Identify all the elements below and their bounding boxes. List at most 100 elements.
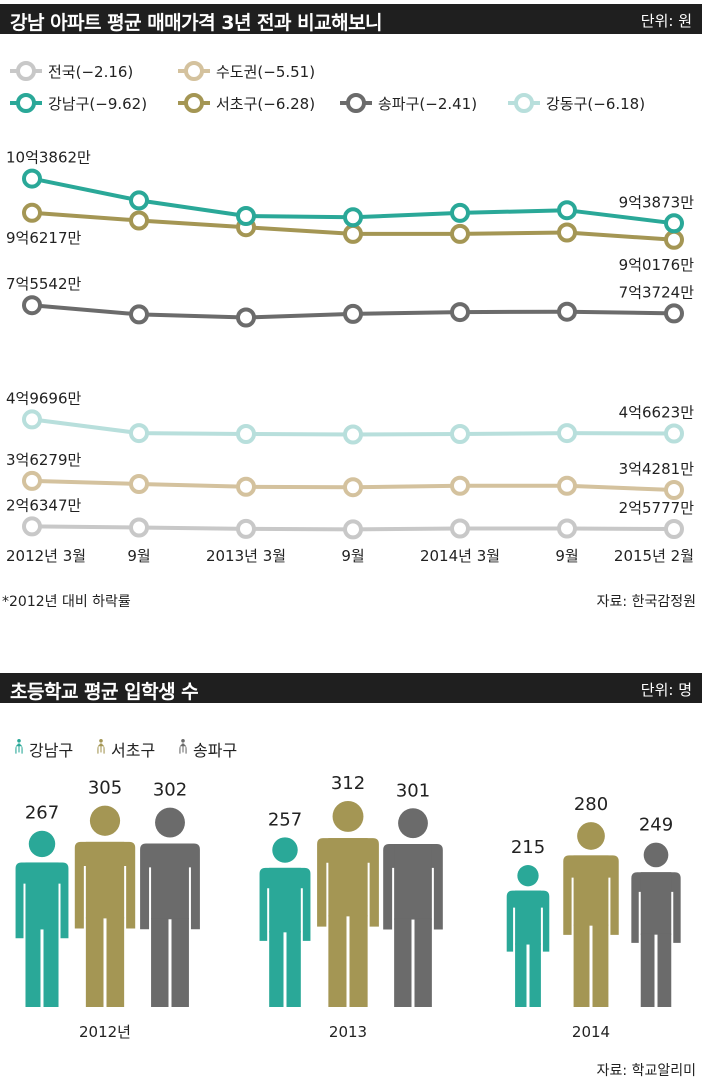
start-label-강동구: 4억9696만 [6, 389, 82, 407]
category-label: 2014 [572, 1023, 610, 1041]
value-label: 301 [396, 780, 430, 801]
end-label-강동구: 4억6623만 [619, 404, 695, 422]
chart2-source: 자료: 학교알리미 [596, 1063, 696, 1079]
start-label-전국: 2억6347만 [6, 496, 82, 514]
data-point [343, 207, 363, 228]
legend-person-icon [15, 739, 23, 754]
series-전국 [22, 516, 684, 540]
legend-서초구: 서초구 [97, 739, 155, 760]
legend-label: 서초구(−6.28) [216, 95, 315, 113]
enrollment-chart: 강남구 서초구 송파구 267 305 302 2012년 257 312 301 2013 215 2… [15, 739, 681, 1041]
data-point [22, 409, 42, 430]
data-point [129, 517, 149, 538]
start-label-강남구: 10억3862만 [6, 149, 91, 167]
data-point [22, 295, 42, 316]
bar-person-강남구 [259, 837, 311, 1007]
series-수도권 [22, 470, 684, 500]
data-point [236, 424, 256, 444]
value-label: 215 [511, 837, 545, 858]
chart2-unit: 단위: 명 [640, 681, 692, 699]
series-송파구 [22, 295, 684, 328]
x-tick-label: 9월 [127, 547, 150, 565]
value-label: 312 [331, 773, 365, 794]
legend-marker [184, 61, 204, 81]
value-label: 305 [88, 778, 122, 799]
legend-marker [16, 61, 36, 81]
data-point [129, 423, 149, 444]
data-point [129, 210, 149, 231]
end-label-강남구: 9억3873만 [619, 193, 695, 211]
legend-전국: 전국(−2.16) [10, 61, 133, 81]
data-point [557, 301, 577, 322]
data-point [22, 470, 42, 491]
series-강동구 [22, 409, 684, 445]
legend-person-icon [97, 739, 105, 754]
legend-송파구: 송파구(−2.41) [340, 93, 477, 113]
apartment-price-chart: 전국(−2.16) 수도권(−5.51) 강남구(−9.62) 서초구(−6.28) 송… [6, 61, 695, 565]
legend-label: 전국(−2.16) [48, 63, 133, 81]
data-point [664, 423, 684, 444]
data-point [343, 519, 363, 540]
data-point [236, 307, 256, 328]
bar-person-강남구 [15, 830, 69, 1007]
legend-marker [184, 93, 204, 113]
legend-강남구: 강남구(−9.62) [10, 93, 147, 113]
end-label-서초구: 9억0176만 [619, 256, 695, 274]
data-point [343, 477, 363, 498]
legend-label: 송파구 [193, 741, 237, 760]
x-tick-label: 2012년 3월 [6, 547, 86, 565]
end-label-수도권: 3억4281만 [619, 460, 695, 478]
data-point [450, 302, 470, 323]
chart1-unit: 단위: 원 [640, 12, 692, 30]
legend-서초구: 서초구(−6.28) [178, 93, 315, 113]
data-point [343, 223, 363, 244]
data-point [450, 223, 470, 244]
bar-person-송파구 [631, 842, 681, 1007]
data-point [450, 202, 470, 223]
category-label: 2012년 [79, 1023, 131, 1041]
data-point [557, 475, 577, 496]
data-point [343, 424, 363, 445]
data-point [557, 222, 577, 243]
legend-label: 강동구(−6.18) [546, 95, 645, 113]
bar-person-서초구 [74, 805, 136, 1007]
start-label-송파구: 7억5542만 [6, 275, 82, 293]
end-label-전국: 2억5777만 [619, 499, 695, 517]
value-label: 257 [268, 809, 302, 830]
x-tick-label: 2014년 3월 [420, 547, 500, 565]
legend-강동구: 강동구(−6.18) [508, 93, 645, 113]
value-label: 302 [153, 780, 187, 801]
data-point [236, 518, 256, 539]
bar-person-송파구 [140, 807, 200, 1007]
x-tick-label: 2013년 3월 [206, 547, 286, 565]
data-point [557, 423, 577, 444]
legend-label: 강남구 [29, 741, 73, 760]
data-point [450, 475, 470, 496]
x-tick-label: 2015년 2월 [614, 547, 694, 565]
data-point [236, 476, 256, 497]
data-point [22, 516, 42, 537]
legend-강남구: 강남구 [15, 739, 73, 760]
data-point [129, 304, 149, 325]
bar-person-송파구 [383, 808, 443, 1007]
data-point [664, 229, 684, 250]
bar-person-서초구 [563, 822, 619, 1007]
data-point [129, 474, 149, 494]
start-label-서초구: 9억6217만 [6, 229, 82, 247]
data-point [664, 303, 684, 324]
chart1-title-bar: 강남 아파트 평균 매매가격 3년 전과 비교해보니 단위: 원 [0, 4, 702, 34]
x-tick-label: 9월 [555, 547, 578, 565]
legend-marker [346, 93, 366, 113]
data-point [450, 424, 470, 444]
bar-person-강남구 [506, 865, 550, 1007]
x-tick-label: 9월 [341, 547, 364, 565]
end-label-송파구: 7억3724만 [619, 283, 695, 301]
chart2-title: 초등학교 평균 입학생 수 [10, 681, 199, 703]
value-label: 280 [574, 794, 608, 815]
legend-label: 송파구(−2.41) [378, 95, 477, 113]
data-point [22, 202, 42, 223]
category-label: 2013 [329, 1023, 367, 1041]
data-point [664, 480, 684, 500]
data-point [557, 200, 577, 221]
data-point [129, 190, 149, 211]
